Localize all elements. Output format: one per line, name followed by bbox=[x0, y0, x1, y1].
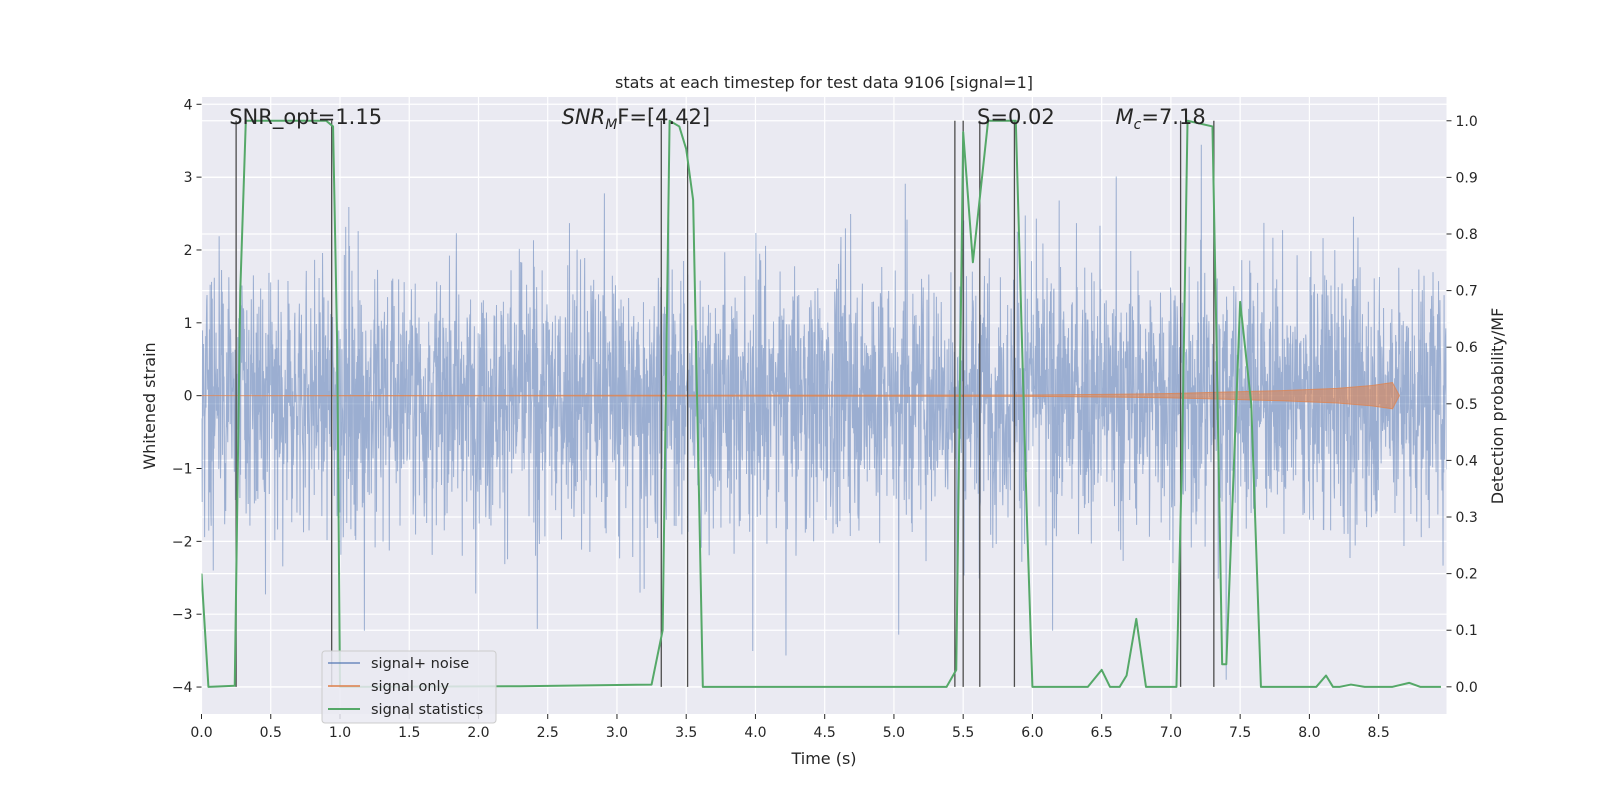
x-tick-label: 8.0 bbox=[1298, 725, 1320, 741]
y-tick-label-right: 0.5 bbox=[1456, 397, 1478, 413]
x-tick-label: 1.5 bbox=[398, 725, 420, 741]
y-tick-label-right: 0.1 bbox=[1456, 623, 1478, 639]
x-tick-label: 4.0 bbox=[744, 725, 766, 741]
y-tick-label-right: 1.0 bbox=[1456, 114, 1478, 130]
y-tick-label-right: 0.6 bbox=[1456, 340, 1478, 356]
x-tick-label: 4.5 bbox=[814, 725, 836, 741]
legend: signal+ noise signal only signal statist… bbox=[321, 650, 497, 724]
x-tick-label: 3.0 bbox=[606, 725, 628, 741]
y-axis-label-left: Whitened strain bbox=[140, 342, 159, 469]
detection-boundary-lines bbox=[235, 120, 1215, 687]
annotation-text: S=0.02 bbox=[977, 105, 1055, 129]
x-tick-label: 0.0 bbox=[190, 725, 212, 741]
x-tick-label: 8.5 bbox=[1368, 725, 1390, 741]
y-tick-label-left: 0 bbox=[184, 389, 193, 405]
y-tick-label-left: −3 bbox=[172, 607, 193, 623]
series-signal-plus-noise bbox=[201, 144, 1447, 680]
x-tick-label: 2.5 bbox=[537, 725, 559, 741]
x-tick-label: 0.5 bbox=[260, 725, 282, 741]
x-tick-label: 6.5 bbox=[1091, 725, 1113, 741]
y-tick-label-right: 0.3 bbox=[1456, 510, 1478, 526]
y-tick-label-right: 0.9 bbox=[1456, 170, 1478, 186]
annotation-subscript: c bbox=[1134, 117, 1142, 133]
annotation-text: Mc=7.18 bbox=[1116, 105, 1206, 133]
annotation-value: F=[4.42] bbox=[617, 105, 710, 129]
y-axis-label-right: Detection probability/MF bbox=[1488, 308, 1507, 505]
y-tick-label-right: 0.7 bbox=[1456, 284, 1478, 300]
x-tick-label: 2.0 bbox=[467, 725, 489, 741]
x-tick-label: 7.0 bbox=[1160, 725, 1182, 741]
x-tick-label: 5.0 bbox=[883, 725, 905, 741]
x-tick-label: 6.0 bbox=[1021, 725, 1043, 741]
annotation-symbol: M bbox=[1116, 105, 1134, 129]
legend-label-signal-statistics: signal statistics bbox=[371, 702, 483, 718]
annotation-text: SNR_opt=1.15 bbox=[229, 105, 382, 130]
x-axis-label: Time (s) bbox=[790, 749, 856, 768]
legend-box bbox=[321, 650, 497, 724]
x-tick-label: 7.5 bbox=[1229, 725, 1251, 741]
x-tick-label: 1.0 bbox=[329, 725, 351, 741]
legend-label-signal-plus-noise: signal+ noise bbox=[371, 656, 469, 672]
y-tick-label-left: −4 bbox=[172, 680, 193, 696]
y-tick-label-left: 2 bbox=[184, 243, 193, 259]
chart-title: stats at each timestep for test data 910… bbox=[615, 73, 1033, 92]
x-tick-label: 3.5 bbox=[675, 725, 697, 741]
y-tick-label-left: 3 bbox=[184, 170, 193, 186]
y-tick-label-left: −2 bbox=[172, 534, 193, 550]
y-tick-label-left: 4 bbox=[184, 97, 193, 113]
annotation-value: =7.18 bbox=[1141, 105, 1205, 129]
axis-ticks: 0.0 0.5 1.0 1.5 2.0 2.5 3.0 3.5 4.0 4.5 5.0 5.5 6.0 6… bbox=[172, 97, 1478, 741]
x-tick-label: 5.5 bbox=[952, 725, 974, 741]
y-tick-label-right: 0.8 bbox=[1456, 227, 1478, 243]
y-tick-label-right: 0.0 bbox=[1456, 680, 1478, 696]
y-tick-label-left: −1 bbox=[172, 462, 193, 478]
series-signal-only bbox=[201, 382, 1400, 410]
annotations: SNR_opt=1.15 SNRMF=[4.42] S=0.02 Mc=7.18 bbox=[229, 105, 1206, 133]
y-tick-label-right: 0.2 bbox=[1456, 567, 1478, 583]
annotation-subscript: M bbox=[605, 117, 617, 133]
annotation-text: SNRMF=[4.42] bbox=[562, 105, 711, 133]
y-tick-label-right: 0.4 bbox=[1456, 453, 1478, 469]
y-tick-label-left: 1 bbox=[184, 316, 193, 332]
legend-label-signal-only: signal only bbox=[371, 679, 450, 695]
annotation-symbol: SNR bbox=[562, 105, 606, 129]
